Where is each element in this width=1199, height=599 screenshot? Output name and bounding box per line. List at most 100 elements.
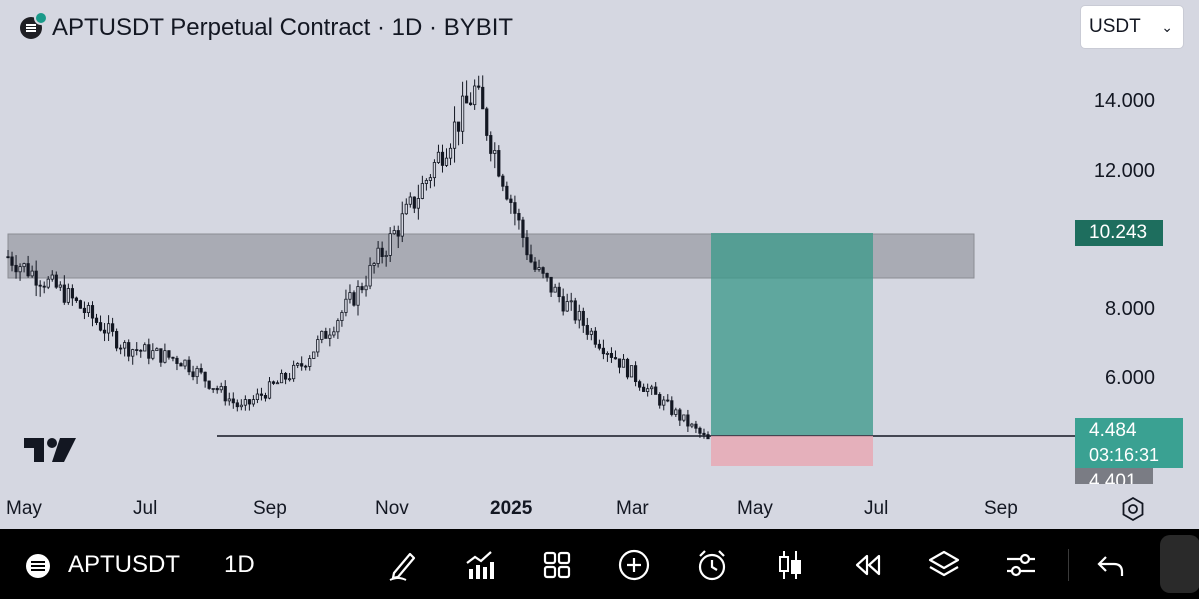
candle-body: [384, 255, 388, 257]
currency-value: USDT: [1089, 16, 1141, 37]
candle-body: [324, 330, 328, 339]
candle-body: [66, 288, 70, 303]
candle-body: [633, 365, 638, 383]
candle-body: [135, 349, 139, 351]
candle-body: [34, 270, 38, 286]
candle-body: [119, 347, 123, 350]
time-label: May: [6, 498, 42, 519]
candle-body: [452, 121, 457, 149]
candle-body: [243, 399, 247, 406]
candles-icon[interactable]: [773, 548, 807, 582]
candle-body: [690, 423, 694, 427]
candle-body: [203, 371, 207, 382]
layers-icon[interactable]: [927, 548, 961, 582]
candle-body: [94, 317, 99, 323]
candle-body: [207, 380, 211, 389]
candle-body: [167, 350, 171, 358]
candle-body: [255, 393, 260, 400]
candle-body: [352, 292, 356, 306]
candle-body: [139, 349, 143, 352]
candle-body: [372, 263, 376, 266]
candle-body: [662, 399, 666, 406]
candle-body: [90, 305, 95, 319]
candle-body: [621, 358, 626, 368]
pen-icon[interactable]: [386, 548, 420, 582]
candle-body: [448, 147, 453, 159]
candle-body: [191, 371, 195, 378]
candle-body: [46, 278, 50, 288]
grid-icon[interactable]: [540, 548, 574, 582]
symbol-logo-icon[interactable]: [20, 11, 48, 39]
candle-body: [288, 378, 292, 381]
candle-body: [271, 381, 276, 384]
candle-body: [30, 270, 34, 277]
candle-body: [300, 363, 304, 367]
candle-body: [509, 198, 513, 203]
toolbar-interval[interactable]: 1D: [224, 551, 255, 578]
undo-icon[interactable]: [1094, 548, 1128, 582]
candle-body: [481, 86, 485, 110]
candle-body: [666, 399, 670, 402]
candle-body: [127, 342, 131, 357]
settings-sliders-icon[interactable]: [1004, 548, 1038, 582]
candle-body: [416, 198, 420, 209]
loss-zone[interactable]: [711, 436, 873, 466]
candle-body: [638, 381, 642, 388]
candle-body: [110, 323, 115, 332]
add-icon[interactable]: [617, 548, 651, 582]
candle-body: [686, 414, 690, 427]
candle-body: [646, 388, 650, 392]
price-tick: 14.000: [1093, 90, 1155, 112]
candle-body: [187, 359, 191, 373]
candle-body: [440, 151, 445, 166]
candle-body: [585, 324, 589, 335]
chart-settings-icon[interactable]: [1120, 496, 1146, 522]
candle-body: [694, 423, 698, 429]
candle-body: [517, 212, 521, 221]
candle-body: [493, 150, 497, 154]
time-label: Mar: [616, 498, 649, 519]
candle-body: [424, 180, 428, 184]
time-label: Sep: [253, 498, 287, 519]
stop-price-tag: 4.401: [1075, 468, 1153, 484]
replay-icon[interactable]: [850, 548, 884, 582]
candle-body: [460, 95, 465, 132]
indicators-icon[interactable]: [463, 548, 497, 582]
candle-body: [336, 320, 340, 333]
toolbar-symbol[interactable]: APTUSDT: [68, 551, 181, 578]
candle-body: [569, 300, 573, 303]
chart-header: APTUSDT Perpetual Contract · 1D · BYBIT: [20, 11, 514, 44]
candle-body: [521, 219, 525, 238]
candle-body: [642, 386, 646, 392]
candle-body: [267, 381, 272, 399]
candle-body: [477, 85, 481, 88]
candle-body: [605, 352, 610, 355]
candle-body: [151, 350, 155, 359]
profit-zone[interactable]: [711, 233, 873, 435]
candle-body: [14, 264, 18, 273]
candle-body: [159, 348, 163, 363]
candle-body: [617, 358, 622, 368]
candle-body: [400, 213, 404, 237]
candle-body: [537, 267, 541, 270]
chart-title[interactable]: APTUSDT Perpetual Contract · 1D · BYBIT: [52, 14, 514, 41]
chart-area[interactable]: APTUSDT Perpetual Contract · 1D · BYBIT …: [0, 0, 1199, 529]
candle-body: [549, 276, 553, 293]
candle-body: [629, 365, 634, 378]
candle-body: [175, 357, 179, 364]
redo-button[interactable]: [1160, 535, 1199, 593]
candle-body: [557, 286, 561, 298]
candle-body: [609, 352, 614, 358]
currency-select[interactable]: USDT ⌄: [1081, 6, 1183, 48]
alert-icon[interactable]: [695, 548, 729, 582]
candle-body: [332, 331, 336, 336]
candle-body: [251, 399, 256, 405]
chart-canvas[interactable]: [0, 0, 1199, 529]
symbol-menu-icon[interactable]: [26, 554, 50, 578]
candle-body: [404, 203, 408, 215]
price-tick: 8.000: [1104, 298, 1155, 320]
candle-body: [545, 272, 549, 278]
candle-body: [368, 264, 372, 287]
time-label: Jul: [133, 498, 158, 519]
candle-body: [275, 382, 280, 385]
